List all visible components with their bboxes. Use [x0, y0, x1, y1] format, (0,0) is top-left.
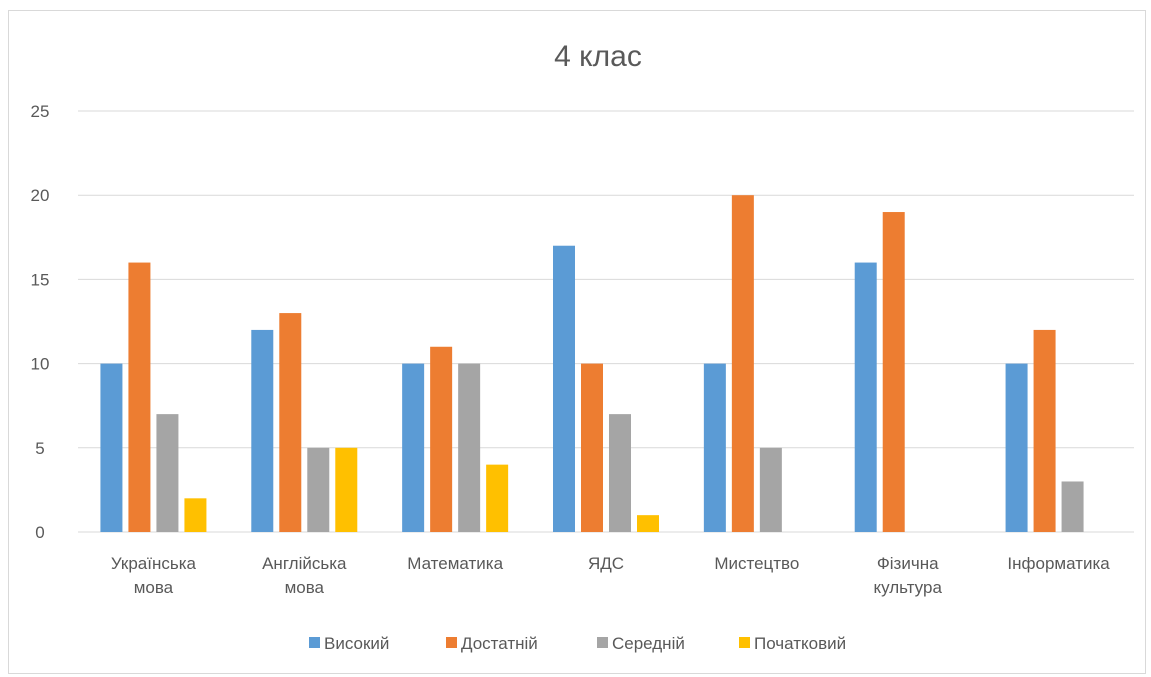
x-category-label: мова	[285, 578, 325, 597]
legend-label: Достатній	[461, 634, 538, 653]
chart-title: 4 клас	[554, 40, 642, 73]
bar	[637, 515, 659, 532]
bar	[703, 363, 726, 532]
bar	[581, 363, 603, 532]
legend-swatch	[446, 637, 457, 648]
x-category-label: Українська	[111, 554, 197, 573]
legend-label: Високий	[324, 634, 389, 653]
bar	[553, 245, 575, 532]
x-category-label: Інформатика	[1007, 554, 1110, 573]
bar	[609, 414, 631, 532]
bar	[486, 464, 509, 532]
legend: Високий Достатній Середній Початковий	[309, 634, 846, 653]
bar	[402, 363, 425, 532]
bar	[335, 447, 358, 532]
x-category-label: мова	[134, 578, 174, 597]
x-category-label: ЯДС	[588, 554, 624, 573]
y-tick-label: 15	[31, 270, 50, 289]
bar	[1033, 329, 1056, 532]
y-axis-ticks: 0 5 10 15 20 25	[31, 102, 50, 542]
x-axis-categories: Українська мова Англійська мова Математика ЯД…	[111, 554, 1110, 597]
bar	[184, 498, 207, 532]
y-tick-label: 0	[35, 523, 44, 542]
legend-label: Середній	[612, 634, 685, 653]
bar	[128, 262, 151, 532]
x-category-label: Математика	[407, 554, 503, 573]
legend-swatch	[597, 637, 608, 648]
chart-frame	[8, 10, 1146, 674]
bar	[1061, 481, 1084, 532]
bar	[759, 447, 782, 532]
x-category-label: Мистецтво	[714, 554, 799, 573]
legend-swatch	[739, 637, 750, 648]
bar	[100, 363, 123, 532]
legend-label: Початковий	[754, 634, 846, 653]
bar	[854, 262, 877, 532]
bar	[251, 329, 274, 532]
bar	[279, 313, 302, 532]
x-category-label: культура	[874, 578, 943, 597]
bar	[307, 447, 330, 532]
bar	[882, 212, 905, 533]
gridlines	[78, 110, 1134, 533]
y-tick-label: 5	[35, 439, 44, 458]
legend-swatch	[309, 637, 320, 648]
x-category-label: Англійська	[262, 554, 347, 573]
bar	[156, 414, 179, 532]
bar	[430, 346, 453, 532]
y-tick-label: 20	[31, 186, 50, 205]
bar	[1005, 363, 1028, 532]
y-tick-label: 10	[31, 355, 50, 374]
x-category-label: Фізична	[877, 554, 939, 573]
bar	[458, 363, 481, 532]
y-tick-label: 25	[31, 102, 50, 121]
bar	[731, 195, 754, 532]
bars	[100, 195, 1084, 533]
